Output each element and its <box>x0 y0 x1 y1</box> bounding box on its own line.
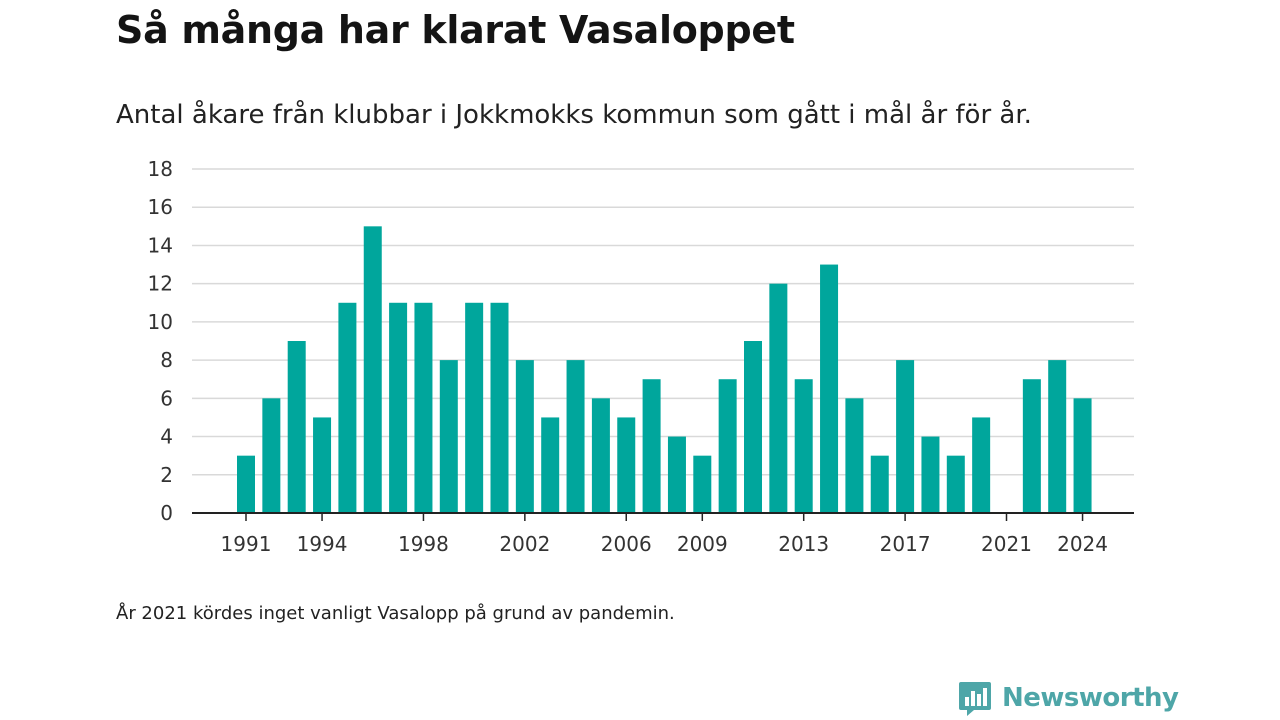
bar-2022 <box>1022 379 1041 513</box>
x-tick-label: 2021 <box>981 532 1032 556</box>
bar-2007 <box>642 379 661 513</box>
bar-2012 <box>769 283 788 513</box>
bar-2009 <box>693 455 712 513</box>
y-tick-label: 4 <box>160 425 173 449</box>
bar-2001 <box>490 302 509 513</box>
x-tick-label: 2002 <box>499 532 550 556</box>
bar-2004 <box>566 360 585 513</box>
chart-title: Så många har klarat Vasaloppet <box>116 8 795 52</box>
bar-2000 <box>465 302 484 513</box>
bar-1998 <box>414 302 433 513</box>
x-tick-label: 2017 <box>880 532 931 556</box>
y-tick-label: 16 <box>148 195 173 219</box>
y-tick-label: 8 <box>160 348 173 372</box>
bar-chart: 1991 1994 1998 2002 2006 2009 2013 2017 2021 2024… <box>148 157 1134 556</box>
y-tick-label: 12 <box>148 272 173 296</box>
brand-name: Newsworthy <box>1002 683 1179 713</box>
y-tick-label: 14 <box>148 233 173 257</box>
bar-2023 <box>1048 360 1067 513</box>
bar-1991 <box>237 455 255 513</box>
chart-footnote: År 2021 kördes inget vanligt Vasalopp på… <box>116 603 675 624</box>
x-tick-label: 1991 <box>221 532 272 556</box>
bar-2008 <box>667 436 686 513</box>
gridlines <box>192 168 1134 476</box>
bar-1993 <box>287 341 306 513</box>
bar-2011 <box>744 341 762 513</box>
x-axis-ticks: 1991 1994 1998 2002 2006 2009 2013 2017 2021 2024 <box>221 513 1108 556</box>
bar-chart-speech-bubble-icon <box>959 682 991 716</box>
bar-2016 <box>870 455 889 513</box>
x-tick-label: 2006 <box>601 532 652 556</box>
bar-2019 <box>946 455 965 513</box>
x-tick-label: 1994 <box>297 532 348 556</box>
bars <box>237 226 1092 513</box>
bar-2002 <box>515 360 534 513</box>
brand-logo: Newsworthy <box>958 680 1179 716</box>
x-tick-label: 2024 <box>1057 532 1108 556</box>
bar-2006 <box>617 417 636 513</box>
bar-2015 <box>845 398 864 513</box>
x-tick-label: 2013 <box>778 532 829 556</box>
bar-2014 <box>820 264 839 513</box>
chart-subtitle: Antal åkare från klubbar i Jokkmokks kom… <box>116 100 1032 130</box>
bar-2020 <box>972 417 991 513</box>
bar-2013 <box>794 379 813 513</box>
x-tick-label: 2009 <box>677 532 728 556</box>
bar-2005 <box>591 398 610 513</box>
bar-1994 <box>313 417 332 513</box>
y-tick-label: 0 <box>160 501 173 525</box>
bar-2017 <box>896 360 915 513</box>
x-tick-label: 1998 <box>398 532 449 556</box>
y-tick-label: 18 <box>148 157 173 181</box>
bar-1996 <box>363 226 382 513</box>
bar-1997 <box>389 302 408 513</box>
bar-2024 <box>1073 398 1092 513</box>
bar-2018 <box>921 436 940 513</box>
bar-2003 <box>541 417 560 513</box>
bar-1992 <box>262 398 281 513</box>
bar-1995 <box>338 302 357 513</box>
bar-2010 <box>718 379 737 513</box>
y-tick-label: 10 <box>148 310 173 334</box>
y-axis-ticks: 0 2 4 6 8 10 12 14 16 18 <box>148 157 173 525</box>
bar-1999 <box>439 360 458 513</box>
y-tick-label: 2 <box>160 463 173 487</box>
y-tick-label: 6 <box>160 386 173 410</box>
